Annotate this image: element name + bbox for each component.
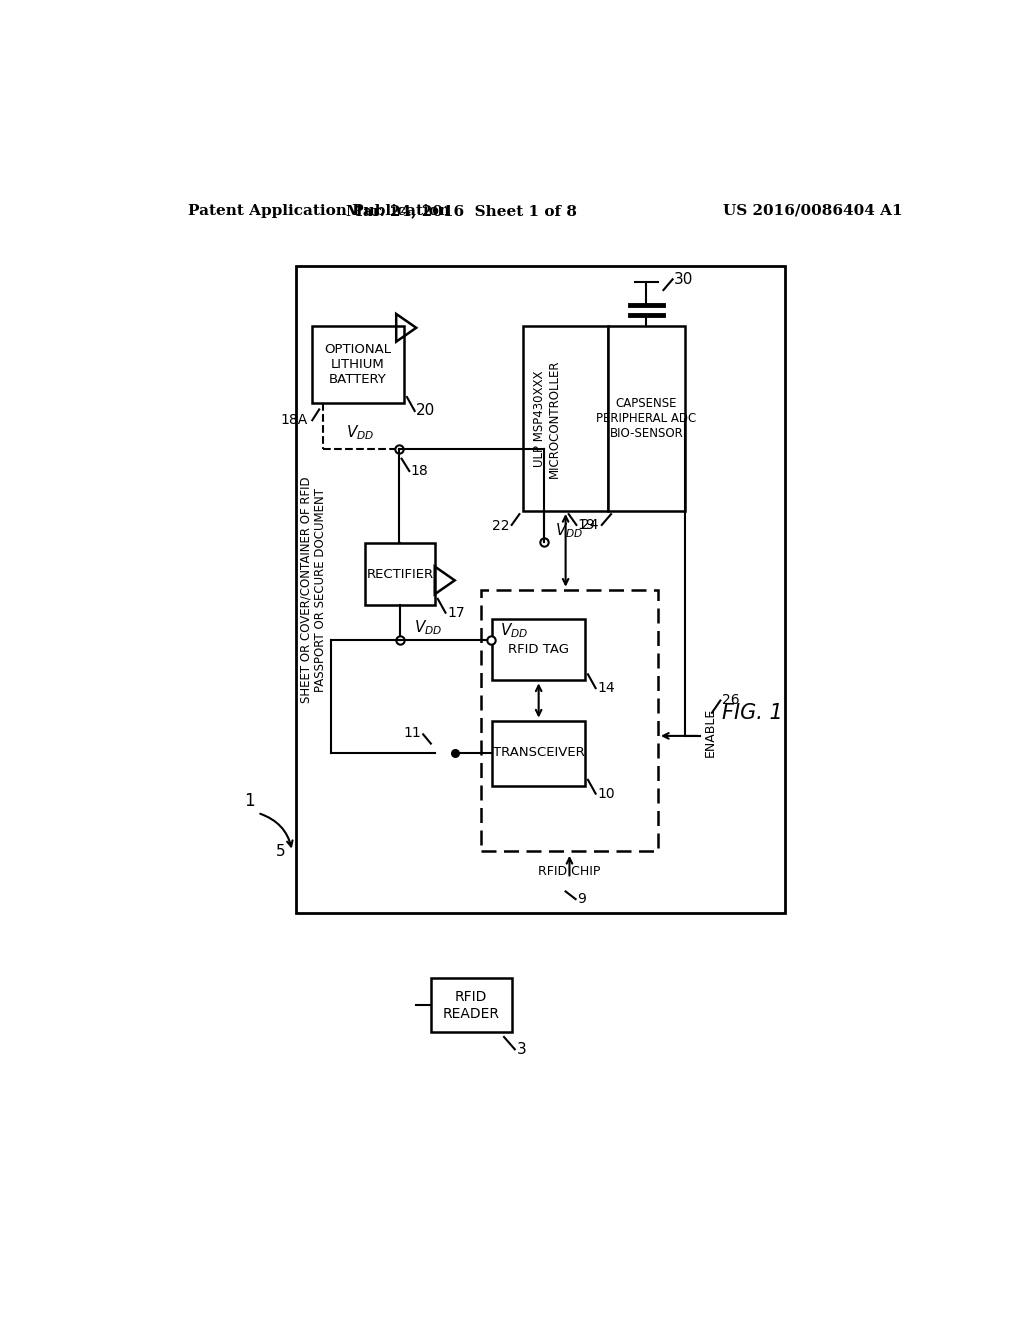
Text: 11: 11 — [403, 726, 421, 739]
Text: 3: 3 — [516, 1041, 526, 1057]
Text: TRANSCEIVER: TRANSCEIVER — [493, 746, 585, 759]
Text: 22: 22 — [492, 520, 509, 533]
Text: RFID
READER: RFID READER — [442, 990, 500, 1020]
Bar — [493, 619, 585, 681]
Text: 20: 20 — [416, 404, 435, 418]
Text: 14: 14 — [597, 681, 614, 696]
Text: 30: 30 — [674, 272, 693, 286]
Text: US 2016/0086404 A1: US 2016/0086404 A1 — [724, 203, 903, 218]
Text: FIG. 1: FIG. 1 — [722, 702, 783, 723]
Text: 18A: 18A — [281, 413, 307, 428]
Text: $V_{DD}$: $V_{DD}$ — [555, 521, 583, 540]
Text: ENABLE: ENABLE — [705, 708, 717, 756]
Bar — [366, 544, 435, 605]
Bar — [296, 267, 785, 913]
Text: 9: 9 — [578, 892, 586, 906]
Text: CAPSENSE
PERIPHERAL ADC
BIO-SENSOR: CAPSENSE PERIPHERAL ADC BIO-SENSOR — [596, 397, 696, 440]
Text: RFID CHIP: RFID CHIP — [539, 866, 601, 878]
Bar — [608, 326, 685, 511]
Bar — [523, 326, 608, 511]
Text: 1: 1 — [245, 792, 255, 810]
Bar — [481, 590, 658, 851]
Text: 17: 17 — [447, 606, 465, 619]
Bar — [431, 978, 512, 1032]
Text: 10: 10 — [597, 787, 614, 801]
Text: $V_{DD}$: $V_{DD}$ — [500, 622, 528, 640]
Text: ULP MSP430XXX
MICROCONTROLLER: ULP MSP430XXX MICROCONTROLLER — [534, 359, 561, 478]
Text: 19: 19 — [578, 517, 596, 532]
Text: RFID TAG: RFID TAG — [508, 643, 569, 656]
Bar — [311, 326, 403, 404]
Text: 5: 5 — [275, 843, 286, 859]
Text: $V_{DD}$: $V_{DD}$ — [414, 619, 442, 638]
Text: 26: 26 — [722, 693, 739, 708]
Text: 24: 24 — [582, 517, 599, 532]
Text: RECTIFIER: RECTIFIER — [367, 568, 433, 581]
Bar — [493, 721, 585, 785]
Text: Patent Application Publication: Patent Application Publication — [188, 203, 451, 218]
Text: Mar. 24, 2016  Sheet 1 of 8: Mar. 24, 2016 Sheet 1 of 8 — [346, 203, 578, 218]
Text: 18: 18 — [411, 465, 429, 478]
Text: $V_{DD}$: $V_{DD}$ — [346, 424, 374, 442]
Text: OPTIONAL
LITHIUM
BATTERY: OPTIONAL LITHIUM BATTERY — [325, 343, 391, 387]
Text: SHEET OR COVER/CONTAINER OF RFID
PASSPORT OR SECURE DOCUMENT: SHEET OR COVER/CONTAINER OF RFID PASSPOR… — [299, 477, 327, 704]
